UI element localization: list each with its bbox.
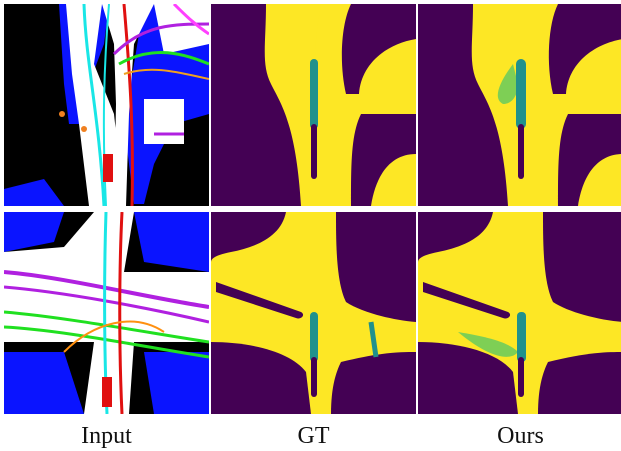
input-panel-row1 bbox=[4, 4, 209, 206]
input-map-image-row1 bbox=[4, 4, 209, 206]
ours-panel-row1 bbox=[418, 4, 621, 206]
ours-map-image-row2 bbox=[418, 212, 621, 414]
gt-map-image-row1 bbox=[211, 4, 416, 206]
column-label-ours: Ours bbox=[497, 423, 544, 449]
ours-panel-row2 bbox=[418, 212, 621, 414]
input-map-image-row2 bbox=[4, 212, 209, 414]
gt-map-image-row2 bbox=[211, 212, 416, 414]
column-label-input: Input bbox=[81, 423, 132, 449]
gt-panel-row2 bbox=[211, 212, 416, 414]
input-panel-row2 bbox=[4, 212, 209, 414]
ours-map-image-row1 bbox=[418, 4, 621, 206]
gt-panel-row1 bbox=[211, 4, 416, 206]
column-label-gt: GT bbox=[297, 423, 330, 449]
